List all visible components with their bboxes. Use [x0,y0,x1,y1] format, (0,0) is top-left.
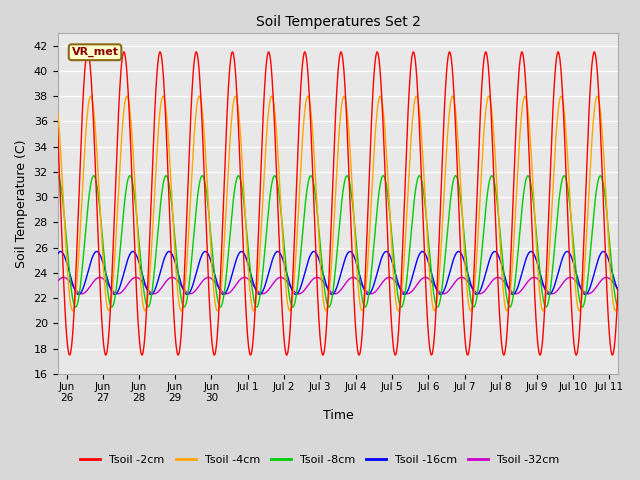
Title: Soil Temperatures Set 2: Soil Temperatures Set 2 [255,15,420,29]
Text: VR_met: VR_met [72,47,118,58]
Legend: Tsoil -2cm, Tsoil -4cm, Tsoil -8cm, Tsoil -16cm, Tsoil -32cm: Tsoil -2cm, Tsoil -4cm, Tsoil -8cm, Tsoi… [76,451,564,469]
X-axis label: Time: Time [323,409,353,422]
Y-axis label: Soil Temperature (C): Soil Temperature (C) [15,139,28,268]
